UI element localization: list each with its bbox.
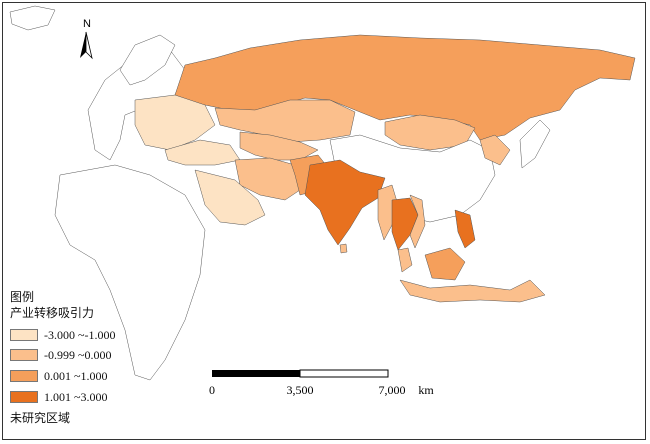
country-malaysia [397, 247, 413, 273]
legend-item: 未研究区域 [10, 410, 71, 425]
country-africa [54, 164, 206, 381]
country-kazakhstan [214, 99, 356, 143]
legend-swatch [10, 329, 38, 341]
map-frame [2, 2, 646, 440]
country-sri-lanka [339, 243, 348, 254]
scale-bar-segment-light [299, 369, 389, 378]
country-eastern-europe [134, 94, 216, 151]
country-iran [234, 157, 301, 201]
scale-bar-segment-dark [212, 370, 300, 377]
legend-title: 图例 [10, 290, 35, 304]
country-india [304, 159, 386, 246]
country-vietnam [409, 194, 426, 249]
country-turkey [164, 139, 241, 166]
north-label: N [83, 18, 91, 30]
legend-item-label: 0.001 ~1.000 [44, 368, 108, 383]
scale-tick-label: 7,000 [378, 383, 406, 397]
north-arrow-icon [80, 31, 93, 60]
legend-swatch [10, 370, 38, 382]
legend-item: -3.000 ~-1.000 [10, 328, 115, 342]
country-korea [479, 134, 511, 166]
scale-tick-label: 0 [209, 383, 215, 397]
legend-item-label: 未研究区域 [10, 410, 71, 425]
country-greenland [9, 5, 56, 31]
legend-item-label: 1.001 ~3.000 [44, 389, 108, 404]
legend-subtitle: 产业转移吸引力 [10, 306, 95, 320]
legend-item: 0.001 ~1.000 [10, 369, 108, 383]
country-indonesia [399, 279, 546, 303]
legend-swatch [10, 391, 38, 403]
legend-item-label: -3.000 ~-1.000 [44, 327, 116, 342]
scale-bar [212, 369, 389, 378]
country-japan [519, 119, 551, 169]
country-scandinavia [119, 34, 176, 86]
legend-item-label: -0.999 ~0.000 [44, 347, 112, 362]
legend-swatch [10, 349, 38, 361]
scale-unit-label: km [418, 383, 434, 397]
legend-item: 1.001 ~3.000 [10, 390, 108, 404]
country-philippines [454, 209, 476, 249]
legend-item: -0.999 ~0.000 [10, 348, 112, 362]
country-borneo [424, 247, 466, 281]
scale-tick-label: 3,500 [286, 383, 314, 397]
country-saudi-arabia [194, 169, 266, 226]
